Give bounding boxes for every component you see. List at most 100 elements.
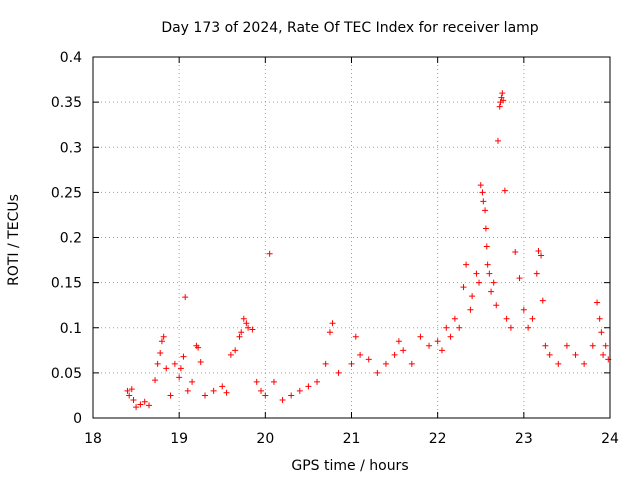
data-point <box>596 315 603 322</box>
data-point <box>335 369 342 376</box>
y-tick-label: 0.25 <box>51 185 82 201</box>
data-points <box>124 90 612 411</box>
data-point <box>141 398 148 405</box>
data-point <box>167 392 174 399</box>
data-point <box>305 383 312 390</box>
data-point <box>236 333 243 340</box>
data-point <box>133 404 140 411</box>
data-point <box>258 387 265 394</box>
data-point <box>219 383 226 390</box>
data-point <box>533 270 540 277</box>
data-point <box>473 270 480 277</box>
grid <box>93 57 610 418</box>
data-point <box>479 189 486 196</box>
data-point <box>594 299 601 306</box>
data-point <box>525 324 532 331</box>
data-point <box>329 320 336 327</box>
data-point <box>488 288 495 295</box>
data-point <box>266 250 273 257</box>
data-point <box>500 97 507 104</box>
data-point <box>426 342 433 349</box>
data-point <box>438 347 445 354</box>
data-point <box>408 360 415 367</box>
data-point <box>128 386 135 393</box>
data-point <box>326 329 333 336</box>
data-point <box>176 374 183 381</box>
data-point <box>137 401 144 408</box>
data-point <box>288 392 295 399</box>
data-point <box>456 324 463 331</box>
data-point <box>589 342 596 349</box>
y-axis-label: ROTI / TECUs <box>6 194 22 286</box>
data-point <box>494 137 501 144</box>
data-point <box>279 396 286 403</box>
data-point <box>357 351 364 358</box>
data-point <box>180 353 187 360</box>
data-point <box>483 243 490 250</box>
data-point <box>503 315 510 322</box>
data-point <box>382 360 389 367</box>
data-point <box>152 377 159 384</box>
data-point <box>507 324 514 331</box>
ticks <box>92 56 611 419</box>
x-tick-label: 23 <box>515 431 533 447</box>
data-point <box>158 338 165 345</box>
data-point <box>600 351 607 358</box>
y-tick-label: 0.1 <box>60 321 82 337</box>
data-point <box>253 378 260 385</box>
x-tick-label: 22 <box>429 431 447 447</box>
data-point <box>202 392 209 399</box>
data-point <box>240 315 247 322</box>
y-tick-label: 0.35 <box>51 95 82 111</box>
x-axis-label: GPS time / hours <box>291 458 408 474</box>
data-point <box>451 315 458 322</box>
data-point <box>598 329 605 336</box>
data-point <box>581 360 588 367</box>
data-point <box>516 275 523 282</box>
data-point <box>520 306 527 313</box>
data-point <box>154 360 161 367</box>
data-point <box>480 198 487 205</box>
data-point <box>529 315 536 322</box>
data-point <box>348 360 355 367</box>
data-point <box>417 333 424 340</box>
data-point <box>482 225 489 232</box>
data-point <box>238 329 245 336</box>
data-point <box>197 359 204 366</box>
data-point <box>447 333 454 340</box>
data-point <box>467 306 474 313</box>
data-point <box>469 293 476 300</box>
y-tick-label: 0.15 <box>51 276 82 292</box>
data-point <box>245 324 252 331</box>
data-point <box>163 365 170 372</box>
data-point <box>391 351 398 358</box>
data-point <box>499 90 506 97</box>
data-point <box>434 338 441 345</box>
data-point <box>249 326 256 333</box>
y-tick-label: 0.4 <box>60 50 82 66</box>
data-point <box>493 302 500 309</box>
y-tick-label: 0.3 <box>60 140 82 156</box>
data-point <box>124 387 131 394</box>
y-tick-label: 0.05 <box>51 366 82 382</box>
data-point <box>177 365 184 372</box>
data-point <box>171 360 178 367</box>
x-tick-label: 18 <box>84 431 102 447</box>
data-point <box>227 351 234 358</box>
data-point <box>490 279 497 286</box>
data-point <box>157 350 164 357</box>
data-point <box>555 360 562 367</box>
data-point <box>210 387 217 394</box>
data-point <box>501 187 508 194</box>
data-point <box>270 378 277 385</box>
x-tick-label: 21 <box>343 431 361 447</box>
data-point <box>314 378 321 385</box>
data-point <box>512 248 519 255</box>
x-tick-label: 19 <box>170 431 188 447</box>
data-point <box>546 351 553 358</box>
data-point <box>539 297 546 304</box>
tick-labels: 18 19 20 21 22 23 24 0 0.05 0.1 0.15 0.2 0.25 0.3 0.35… <box>51 50 619 447</box>
